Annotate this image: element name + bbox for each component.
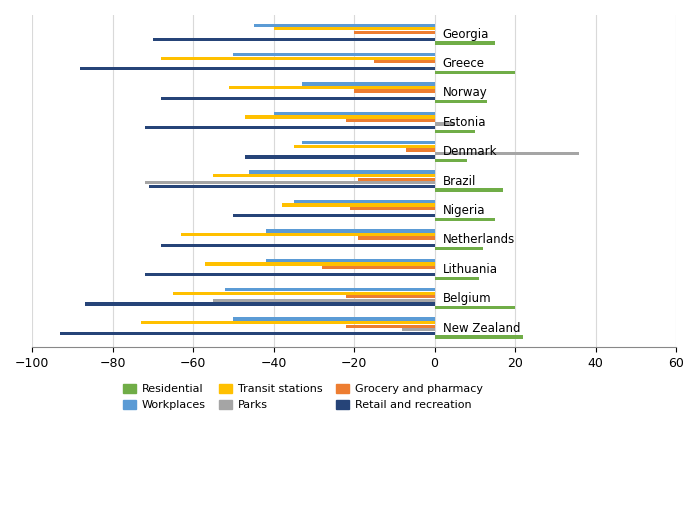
Bar — [161, 56, 435, 60]
Bar — [358, 237, 435, 240]
Bar — [435, 123, 455, 126]
Bar — [294, 145, 435, 148]
Bar — [233, 214, 435, 217]
Bar — [245, 155, 435, 159]
Bar — [145, 126, 435, 129]
Bar — [145, 273, 435, 276]
Bar — [302, 141, 435, 145]
Bar — [435, 247, 483, 250]
Text: Lithuania: Lithuania — [442, 263, 498, 276]
Bar — [435, 335, 523, 338]
Bar — [435, 100, 487, 103]
Bar — [229, 86, 435, 89]
Text: Netherlands: Netherlands — [442, 233, 515, 246]
Bar — [245, 116, 435, 119]
Bar — [80, 67, 435, 71]
Bar — [435, 130, 475, 133]
Bar — [435, 306, 515, 309]
Bar — [282, 204, 435, 207]
Bar — [60, 332, 435, 335]
Bar — [85, 302, 435, 306]
Bar — [435, 41, 495, 45]
Bar — [435, 276, 479, 280]
Bar — [374, 60, 435, 63]
Bar — [206, 262, 435, 266]
Bar — [254, 23, 435, 27]
Text: Brazil: Brazil — [442, 175, 476, 188]
Bar — [266, 259, 435, 262]
Bar — [266, 229, 435, 233]
Bar — [358, 178, 435, 181]
Text: Denmark: Denmark — [442, 145, 497, 158]
Text: New Zealand: New Zealand — [442, 322, 520, 334]
Bar — [322, 266, 435, 269]
Text: Greece: Greece — [442, 57, 484, 70]
Text: Estonia: Estonia — [442, 116, 487, 129]
Bar — [161, 244, 435, 247]
Bar — [233, 318, 435, 321]
Bar — [435, 218, 495, 221]
Bar — [435, 188, 503, 192]
Bar — [273, 111, 435, 115]
Bar — [350, 207, 435, 210]
Bar — [435, 152, 579, 155]
Bar — [225, 288, 435, 291]
Text: Georgia: Georgia — [442, 27, 489, 41]
Bar — [250, 171, 435, 174]
Bar — [145, 181, 435, 184]
Bar — [173, 292, 435, 295]
Bar — [140, 321, 435, 324]
Text: Belgium: Belgium — [442, 292, 491, 305]
Bar — [346, 295, 435, 298]
Bar — [346, 325, 435, 328]
Text: Norway: Norway — [442, 87, 487, 99]
Bar — [435, 71, 515, 74]
Bar — [406, 148, 435, 152]
Bar — [302, 82, 435, 86]
Bar — [181, 233, 435, 236]
Bar — [346, 119, 435, 122]
Bar — [354, 90, 435, 93]
Bar — [435, 159, 467, 162]
Bar — [153, 38, 435, 41]
Bar — [354, 31, 435, 34]
Bar — [213, 174, 435, 177]
Legend: Residential, Workplaces, Transit stations, Parks, Grocery and pharmacy, Retail a: Residential, Workplaces, Transit station… — [118, 379, 487, 415]
Bar — [213, 299, 435, 302]
Bar — [294, 200, 435, 203]
Bar — [403, 328, 435, 331]
Bar — [273, 27, 435, 31]
Bar — [149, 185, 435, 188]
Text: Nigeria: Nigeria — [442, 204, 485, 217]
Bar — [233, 53, 435, 56]
Bar — [161, 97, 435, 100]
